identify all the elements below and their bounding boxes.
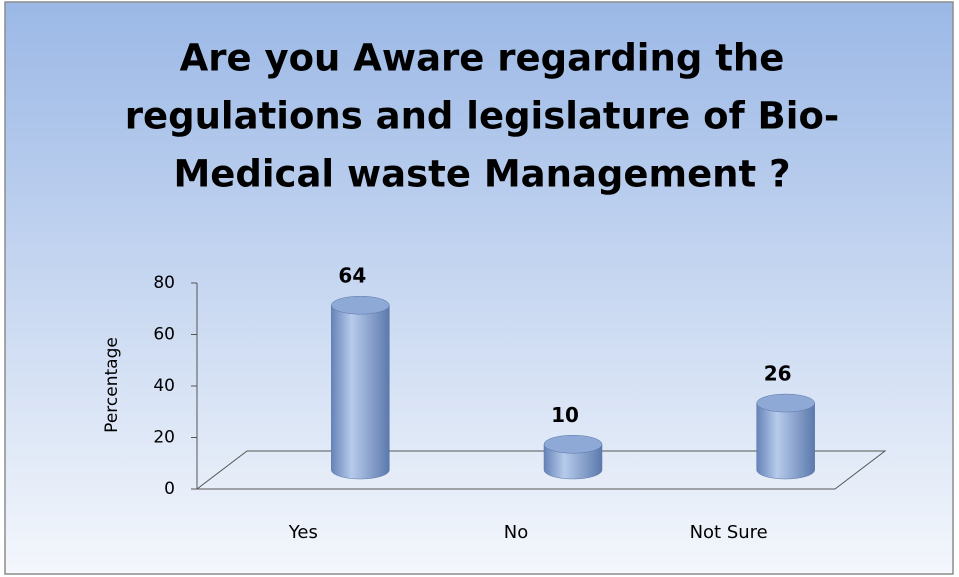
title-line: Medical waste Management ?	[173, 153, 790, 196]
data-label: 10	[551, 403, 579, 427]
bar-top	[543, 435, 603, 454]
y-axis-label: Percentage	[102, 337, 122, 433]
y-tick-label: 40	[153, 376, 175, 396]
data-label: 26	[764, 362, 792, 386]
chart-background	[4, 1, 954, 575]
title-line: regulations and legislature of Bio-	[125, 95, 839, 138]
y-tick-label: 60	[153, 325, 175, 345]
chart-floor	[195, 450, 887, 490]
y-tick-label: 20	[153, 428, 175, 448]
bar	[543, 444, 603, 480]
data-label: 64	[338, 264, 366, 288]
x-tick-label: Not Sure	[690, 522, 768, 543]
chart-title: Are you Aware regarding the regulations a…	[125, 37, 839, 196]
bar	[756, 402, 815, 480]
y-tick-label: 0	[164, 479, 175, 499]
title-line: Are you Aware regarding the	[180, 37, 785, 80]
y-tick-label: 80	[153, 273, 175, 293]
x-tick-label: No	[504, 522, 528, 543]
x-tick-label: Yes	[288, 522, 318, 543]
bar	[331, 304, 390, 480]
bar-top	[756, 393, 815, 413]
bar-top	[331, 295, 390, 315]
